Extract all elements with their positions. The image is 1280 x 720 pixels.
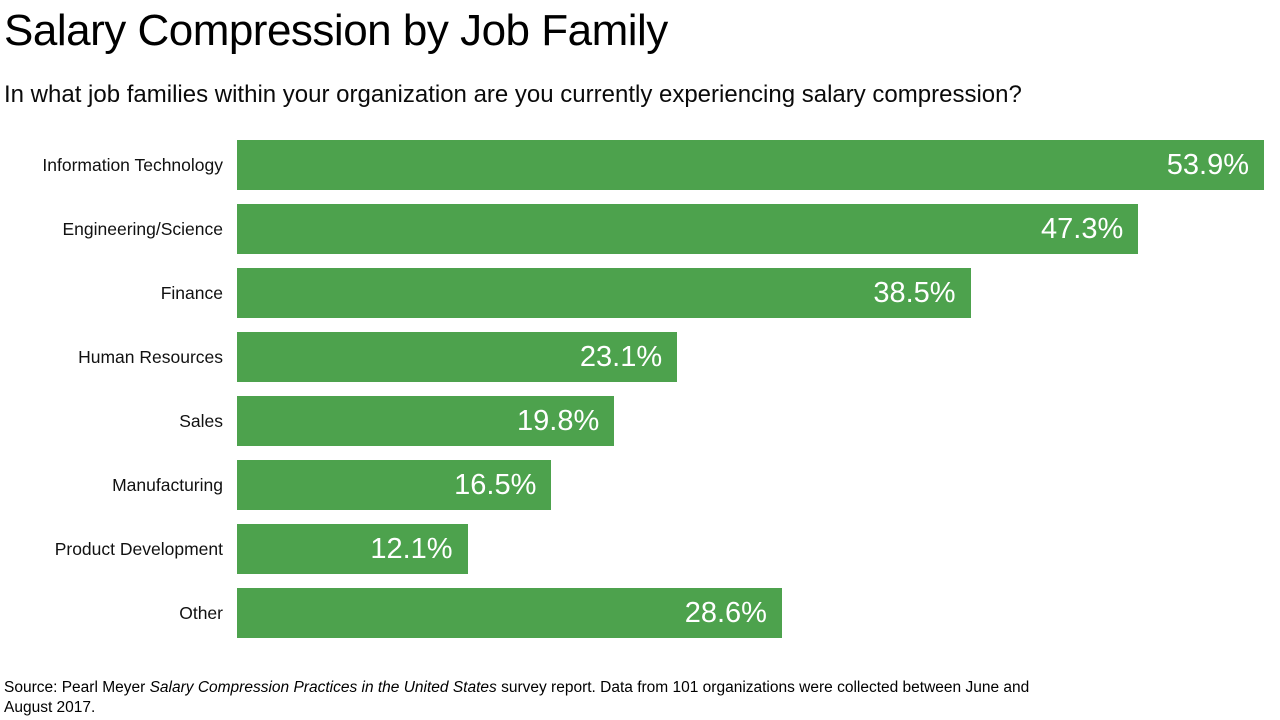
category-label: Sales: [179, 410, 223, 431]
bar: 47.3%: [237, 204, 1139, 254]
chart-row: Information Technology 53.9%: [0, 140, 1264, 190]
chart-row: Human Resources 23.1%: [0, 332, 1264, 382]
value-label: 12.1%: [370, 532, 453, 565]
chart-subtitle: In what job families within your organiz…: [4, 81, 1022, 108]
category-label: Information Technology: [42, 154, 223, 175]
value-label: 47.3%: [1041, 212, 1124, 245]
bar-track: 19.8%: [237, 396, 1264, 446]
category-label: Engineering/Science: [62, 218, 223, 239]
value-label: 53.9%: [1166, 148, 1249, 181]
chart-title: Salary Compression by Job Family: [4, 6, 668, 55]
category-label: Product Development: [54, 538, 223, 559]
chart-row: Finance 38.5%: [0, 268, 1264, 318]
bar: 28.6%: [237, 588, 782, 638]
value-label: 38.5%: [873, 276, 956, 309]
value-label: 16.5%: [454, 468, 537, 501]
chart-row: Sales 19.8%: [0, 396, 1264, 446]
bar: 53.9%: [237, 140, 1264, 190]
source-prefix: Source: Pearl Meyer: [4, 679, 150, 696]
category-label: Human Resources: [78, 346, 223, 367]
bar-track: 28.6%: [237, 588, 1264, 638]
bar-track: 16.5%: [237, 460, 1264, 510]
value-label: 28.6%: [684, 596, 767, 629]
bar-track: 12.1%: [237, 524, 1264, 574]
chart-row: Other 28.6%: [0, 588, 1264, 638]
bar-track: 47.3%: [237, 204, 1264, 254]
source-note: Source: Pearl Meyer Salary Compression P…: [4, 678, 1034, 718]
source-report-title: Salary Compression Practices in the Unit…: [149, 679, 497, 696]
value-label: 23.1%: [579, 340, 663, 373]
category-label: Finance: [160, 282, 223, 303]
category-label: Other: [179, 602, 223, 623]
category-label: Manufacturing: [112, 474, 223, 495]
bar: 38.5%: [237, 268, 971, 318]
bar: 12.1%: [237, 524, 468, 574]
bar: 23.1%: [237, 332, 678, 382]
bar-chart: Information Technology 53.9% Engineering…: [0, 140, 1264, 652]
bar: 16.5%: [237, 460, 552, 510]
chart-row: Engineering/Science 47.3%: [0, 204, 1264, 254]
value-label: 19.8%: [517, 404, 600, 437]
bar-track: 23.1%: [237, 332, 1264, 382]
chart-row: Product Development 12.1%: [0, 524, 1264, 574]
bar: 19.8%: [237, 396, 615, 446]
bar-track: 53.9%: [237, 140, 1264, 190]
source-suffix: survey report. Data from 101 organizatio…: [4, 679, 1030, 717]
chart-row: Manufacturing 16.5%: [0, 460, 1264, 510]
bar-track: 38.5%: [237, 268, 1264, 318]
